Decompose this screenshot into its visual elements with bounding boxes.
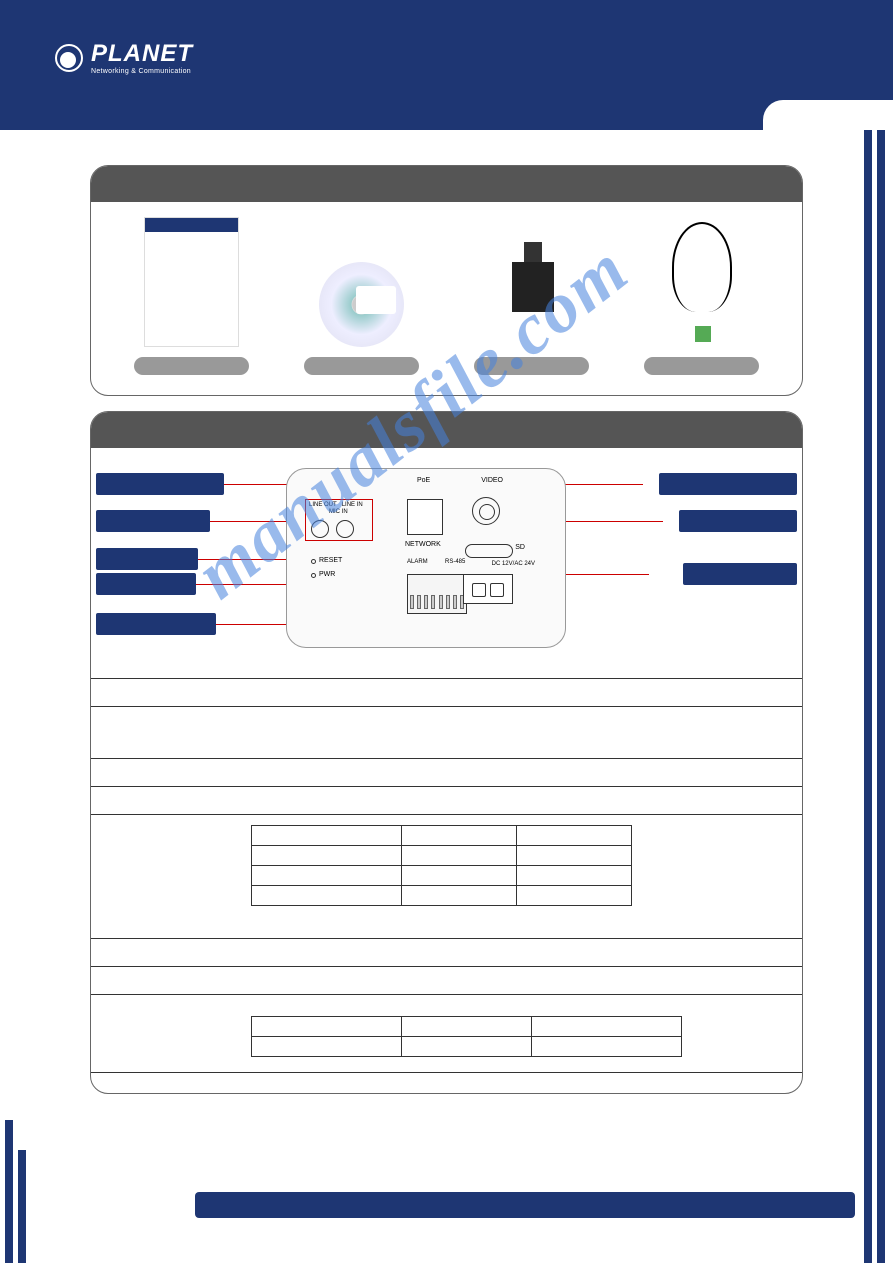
callout-label: [679, 510, 797, 532]
led-table: [251, 1016, 682, 1057]
header-cutout: [763, 100, 893, 130]
spec-table: [91, 678, 802, 1093]
item-guide: [134, 217, 249, 375]
section-header: [91, 412, 802, 448]
spec-row: [91, 679, 802, 707]
section-header: [91, 166, 802, 202]
poe-text: PoE: [417, 477, 430, 484]
item-label: [304, 357, 419, 375]
sd-text: SD: [515, 544, 525, 551]
logo-subtitle: Networking & Communication: [91, 68, 193, 75]
logo-title: PLANET: [91, 40, 193, 68]
pwr-text: PWR: [319, 571, 335, 578]
reset-text: RESET: [319, 557, 342, 564]
power-block-icon: [463, 574, 513, 604]
left-edge-bar: [5, 1120, 13, 1263]
footer-bar: [195, 1192, 855, 1218]
diagram-container: PoE VIDEO NETWORK SD RESET PWR ALARM RS-…: [91, 448, 802, 678]
callout-label: [96, 473, 224, 495]
globe-icon: [55, 44, 83, 72]
adapter-image: [492, 242, 572, 347]
right-edge-bar-inner: [864, 0, 872, 1263]
item-adapter: [474, 217, 589, 375]
item-label: [474, 357, 589, 375]
callout-label: [96, 510, 210, 532]
item-row: [106, 217, 787, 375]
rj45-port-icon: [407, 499, 443, 535]
reset-dot-icon: [311, 559, 316, 564]
line-out-text: LINE OUT: [309, 502, 337, 508]
spec-row: [91, 967, 802, 995]
rs485-text: RS-485: [445, 559, 465, 565]
callout-label: [683, 563, 797, 585]
item-label: [134, 357, 249, 375]
spec-row: [91, 1073, 802, 1093]
spec-row: [91, 995, 802, 1073]
right-edge-bar: [877, 0, 885, 1263]
product-rear-diagram: PoE VIDEO NETWORK SD RESET PWR ALARM RS-…: [286, 468, 566, 648]
bnc-connector-icon: [472, 497, 500, 525]
pin-table: [251, 825, 632, 906]
callout-label: [96, 548, 198, 570]
line-in-text: LINE IN: [342, 502, 363, 508]
guide-image: [144, 217, 239, 347]
callout-label: [96, 573, 196, 595]
page-header: PLANET Networking & Communication: [0, 0, 893, 130]
terminal-block-icon: [407, 574, 467, 614]
left-edge-bar-inner: [18, 1150, 26, 1263]
callout-label: [659, 473, 797, 495]
network-text: NETWORK: [405, 541, 441, 548]
sd-slot-icon: [465, 544, 513, 558]
spec-row: [91, 939, 802, 967]
pwr-dot-icon: [311, 573, 316, 578]
item-cd: [304, 217, 419, 375]
video-text: VIDEO: [481, 477, 503, 484]
spec-row: [91, 759, 802, 787]
cable-image: [657, 217, 747, 347]
callout-label: [96, 613, 216, 635]
spec-section: PoE VIDEO NETWORK SD RESET PWR ALARM RS-…: [90, 411, 803, 1094]
spec-row: [91, 787, 802, 815]
logo: PLANET Networking & Communication: [55, 40, 193, 75]
alarm-text: ALARM: [407, 559, 428, 565]
package-contents-section: [90, 165, 803, 396]
cd-image: [319, 262, 404, 347]
item-label: [644, 357, 759, 375]
audio-jacks: LINE OUT LINE IN MIC IN: [305, 499, 373, 541]
mic-in-text: MIC IN: [329, 509, 348, 515]
dc-text: DC 12V/AC 24V: [492, 561, 535, 567]
spec-row: [91, 707, 802, 759]
item-cable: [644, 217, 759, 375]
spec-row: [91, 815, 802, 939]
